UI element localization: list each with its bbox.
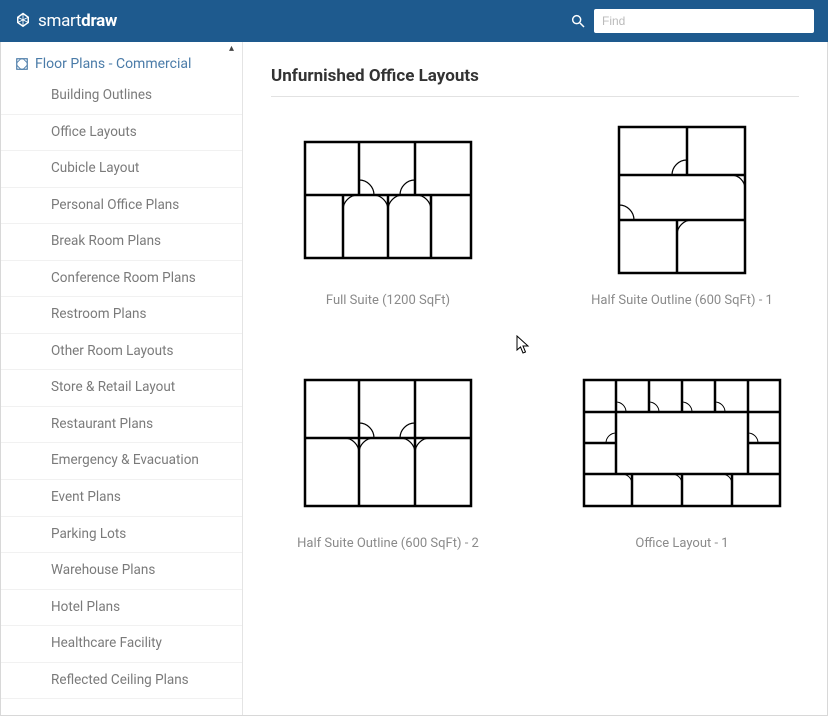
floorplan-icon	[303, 378, 473, 508]
sidebar-item-restroom[interactable]: Restroom Plans	[1, 297, 242, 334]
sidebar-collapse-caret[interactable]: ▴	[229, 44, 234, 54]
sidebar-item-reflected-ceiling[interactable]: Reflected Ceiling Plans	[1, 663, 242, 700]
body: ▴ Floor Plans - Commercial Building Outl…	[0, 42, 828, 716]
template-label: Half Suite Outline (600 SqFt) - 2	[297, 536, 479, 551]
template-thumb	[582, 368, 782, 518]
page-title: Unfurnished Office Layouts	[271, 66, 799, 97]
sidebar-item-store-retail[interactable]: Store & Retail Layout	[1, 370, 242, 407]
template-label: Office Layout - 1	[635, 536, 728, 551]
main-content: Unfurnished Office Layouts	[243, 42, 827, 715]
search-input[interactable]	[594, 9, 814, 33]
search-icon[interactable]	[570, 13, 586, 29]
template-label: Full Suite (1200 SqFt)	[326, 293, 450, 308]
template-thumb	[288, 125, 488, 275]
sidebar-header[interactable]: Floor Plans - Commercial	[1, 48, 242, 78]
template-grid: Full Suite (1200 SqFt)	[271, 125, 799, 551]
brand-logo[interactable]: smartdraw	[14, 11, 117, 31]
template-card-full-suite[interactable]: Full Suite (1200 SqFt)	[271, 125, 505, 308]
sidebar: ▴ Floor Plans - Commercial Building Outl…	[1, 42, 243, 715]
sidebar-item-break-room[interactable]: Break Room Plans	[1, 224, 242, 261]
template-label: Half Suite Outline (600 SqFt) - 1	[591, 293, 773, 308]
sidebar-header-label: Floor Plans - Commercial	[35, 56, 191, 72]
search	[570, 9, 814, 33]
template-thumb	[288, 368, 488, 518]
sidebar-item-personal-office[interactable]: Personal Office Plans	[1, 188, 242, 225]
sidebar-item-other-room[interactable]: Other Room Layouts	[1, 334, 242, 371]
sidebar-item-parking-lots[interactable]: Parking Lots	[1, 517, 242, 554]
sidebar-item-cubicle-layout[interactable]: Cubicle Layout	[1, 151, 242, 188]
template-card-half-suite-1[interactable]: Half Suite Outline (600 SqFt) - 1	[565, 125, 799, 308]
floorplan-icon	[582, 378, 782, 508]
template-card-office-layout-1[interactable]: Office Layout - 1	[565, 368, 799, 551]
floorplan-icon	[303, 140, 473, 260]
sidebar-item-emergency[interactable]: Emergency & Evacuation	[1, 443, 242, 480]
sidebar-item-restaurant[interactable]: Restaurant Plans	[1, 407, 242, 444]
sidebar-item-building-outlines[interactable]: Building Outlines	[1, 78, 242, 115]
sidebar-list: Building Outlines Office Layouts Cubicle…	[1, 78, 242, 699]
template-card-half-suite-2[interactable]: Half Suite Outline (600 SqFt) - 2	[271, 368, 505, 551]
brand-icon	[14, 12, 32, 30]
sidebar-item-hotel[interactable]: Hotel Plans	[1, 590, 242, 627]
template-thumb	[582, 125, 782, 275]
sidebar-item-conference-room[interactable]: Conference Room Plans	[1, 261, 242, 298]
brand-text: smartdraw	[38, 11, 117, 31]
sidebar-item-office-layouts[interactable]: Office Layouts	[1, 115, 242, 152]
expand-icon	[15, 57, 29, 71]
sidebar-item-healthcare[interactable]: Healthcare Facility	[1, 626, 242, 663]
sidebar-item-warehouse[interactable]: Warehouse Plans	[1, 553, 242, 590]
sidebar-item-event-plans[interactable]: Event Plans	[1, 480, 242, 517]
floorplan-icon	[617, 125, 747, 275]
topbar: smartdraw	[0, 0, 828, 42]
